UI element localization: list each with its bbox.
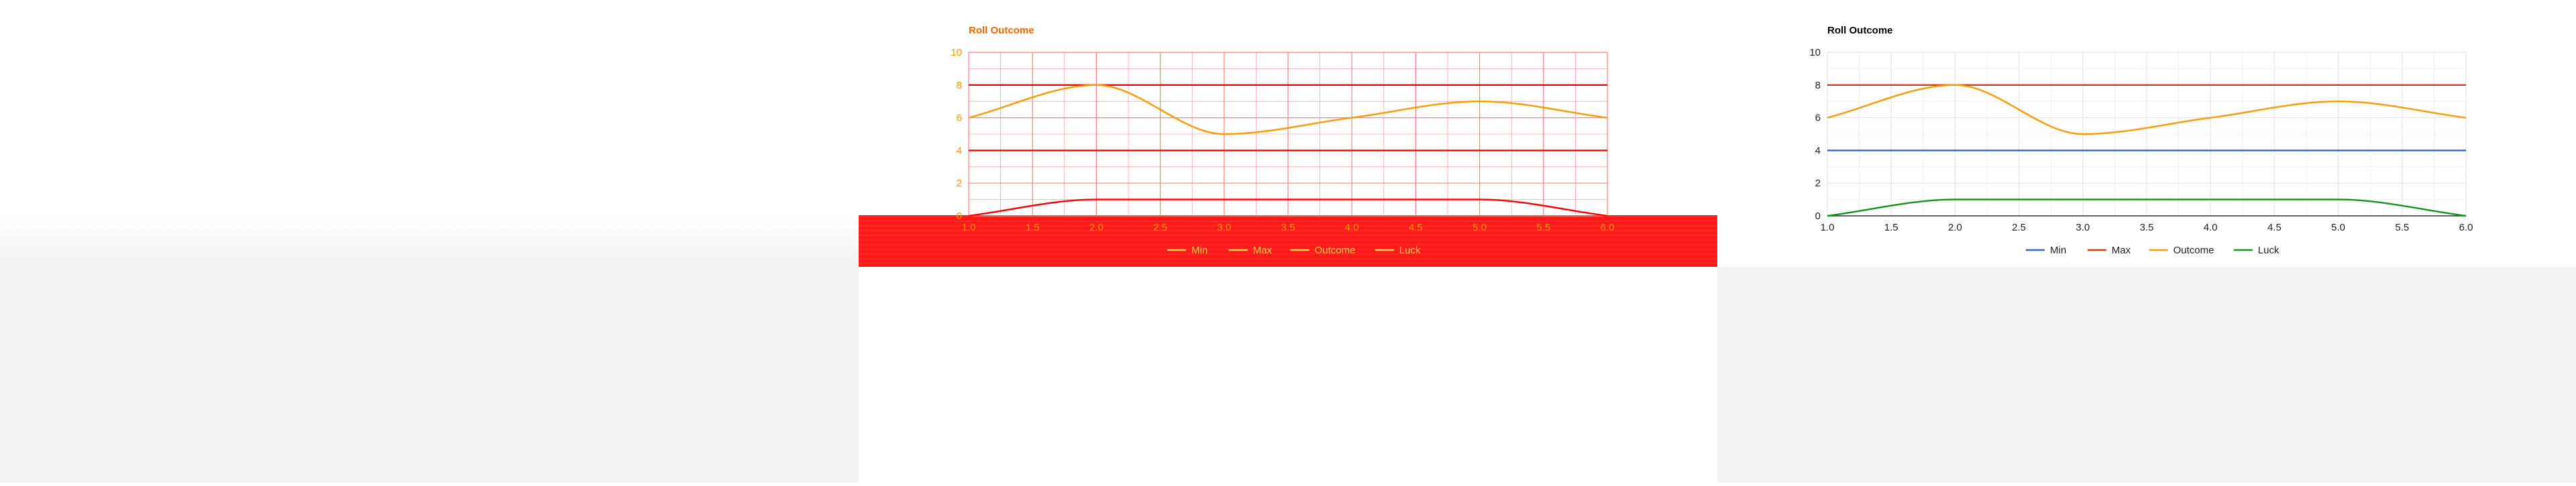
- legend-highlight-band: [859, 215, 1717, 267]
- grid: [968, 52, 1608, 217]
- legend-entry: Luck: [2233, 245, 2279, 256]
- x-tick-label: 5.0: [2331, 222, 2345, 233]
- x-tick-label: 1.0: [962, 222, 976, 233]
- series-outcome: [1827, 84, 2467, 135]
- x-tick-label: 2.0: [1948, 222, 1962, 233]
- x-tick-label: 4.0: [1345, 222, 1359, 233]
- x-tick-label: 2.0: [1089, 222, 1104, 233]
- y-tick-label: 2: [957, 178, 962, 189]
- x-tick-label: 5.5: [1536, 222, 1550, 233]
- series-line: [968, 84, 1608, 135]
- x-tick-label: 2.5: [1153, 222, 1167, 233]
- x-tick-label: 4.5: [2267, 222, 2282, 233]
- series-line: [1827, 198, 2467, 217]
- y-tick-label: 4: [1815, 145, 1821, 156]
- x-tick-label: 2.5: [2012, 222, 2026, 233]
- x-tick-label: 6.0: [2459, 222, 2473, 233]
- legend-entry: Max: [2087, 245, 2131, 256]
- highlight-overlay: [859, 215, 1717, 267]
- legend-label: Min: [2050, 245, 2066, 256]
- legend-label: Outcome: [1315, 245, 1356, 256]
- x-tick-label: 4.5: [1409, 222, 1423, 233]
- y-tick-label: 2: [1815, 178, 1821, 189]
- legend-entry: Outcome: [2149, 245, 2214, 256]
- chart-title: Roll Outcome: [1827, 25, 1893, 36]
- y-tick-label: 8: [1815, 80, 1821, 91]
- legend-label: Luck: [2258, 245, 2279, 256]
- legend-label: Luck: [1399, 245, 1421, 256]
- series-line: [1827, 84, 2467, 135]
- series-luck: [968, 198, 1608, 217]
- x-tick-label: 1.0: [1821, 222, 1835, 233]
- y-tick-label: 10: [951, 47, 962, 58]
- legend-entry: Min: [2026, 245, 2066, 256]
- legend-label: Max: [2112, 245, 2131, 256]
- chart-title: Roll Outcome: [969, 25, 1034, 36]
- x-tick-label: 4.0: [2204, 222, 2218, 233]
- left-panel: Roll Outcome 0 2 4 6 8 10 1.0 1.5 2.0 2.5 3.0 3.5 4.0…: [859, 0, 1717, 483]
- roll-outcome-chart: Roll Outcome 0 2 4 6 8 10 1.0 1.5 2.0 2.5 3.0 3.5 4.0…: [1809, 25, 2473, 256]
- x-tick-label: 3.0: [2076, 222, 2090, 233]
- x-tick-label: 5.0: [1472, 222, 1487, 233]
- x-tick-label: 6.0: [1601, 222, 1615, 233]
- x-tick-label: 1.5: [1884, 222, 1898, 233]
- x-tick-label: 3.5: [1281, 222, 1295, 233]
- legend-label: Outcome: [2174, 245, 2214, 256]
- x-tick-label: 3.5: [2140, 222, 2154, 233]
- roll-outcome-chart-highlighted: Roll Outcome 0 2 4 6 8 10 1.0 1.5 2.0 2.5 3.0 3.5 4.0…: [859, 25, 1717, 267]
- series-line: [968, 198, 1608, 217]
- x-tick-label: 1.5: [1026, 222, 1040, 233]
- legend-entry: Outcome: [1290, 245, 1356, 256]
- legend-label: Min: [1191, 245, 1208, 256]
- legend-entry: Min: [1167, 245, 1208, 256]
- y-tick-label: 6: [1815, 113, 1821, 124]
- x-tick-label: 3.0: [1217, 222, 1231, 233]
- legend-entry: Max: [1228, 245, 1273, 256]
- y-tick-label: 10: [1809, 47, 1821, 58]
- legend-entry: Luck: [1375, 245, 1421, 256]
- grid: [1827, 52, 2467, 217]
- y-tick-label: 8: [957, 80, 962, 91]
- legend-label: Max: [1253, 245, 1273, 256]
- series-outcome: [968, 84, 1608, 135]
- y-tick-label: 6: [957, 113, 962, 124]
- x-tick-label: 5.5: [2395, 222, 2409, 233]
- y-tick-label: 0: [957, 210, 962, 222]
- y-tick-label: 4: [957, 145, 962, 156]
- y-tick-label: 0: [1815, 210, 1821, 222]
- series-luck: [1827, 198, 2467, 217]
- right-panel: Roll Outcome 0 2 4 6 8 10 1.0 1.5 2.0 2.5 3.0 3.5 4.0…: [1717, 0, 2576, 267]
